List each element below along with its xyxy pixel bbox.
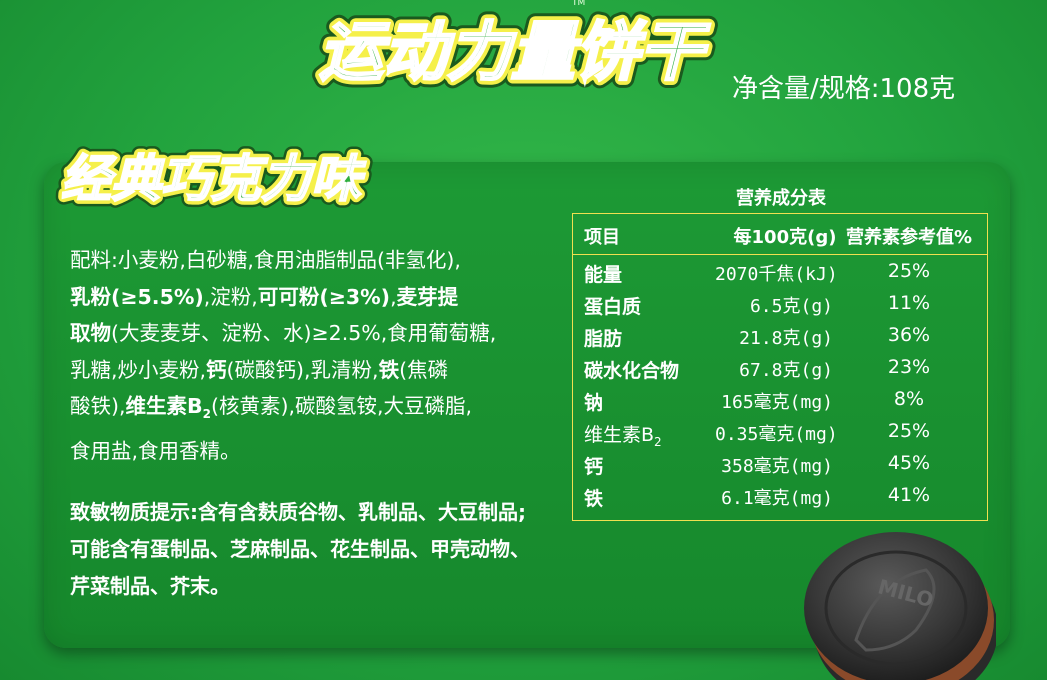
vitamin-subscript: 2	[202, 407, 212, 422]
ingredients-line: 酸铁),维生素B2(核黄素),碳酸氢铵,大豆磷脂,	[70, 388, 570, 433]
table-row: 碳水化合物 67.8克(g) 23%	[573, 352, 987, 384]
row-value: 6.5克(g)	[749, 296, 833, 317]
ingredients-line: 食用盐,食用香精。	[70, 438, 241, 463]
nutrition-table-title: 营养成分表	[736, 188, 826, 209]
allergen-line: 芹菜制品、芥末。	[70, 574, 230, 598]
nutrition-table: 项目 每100克(g) 营养素参考值% 能量 2070千焦(kJ) 25% 蛋白…	[572, 213, 988, 521]
net-content: 净含量/规格:108克	[732, 74, 956, 104]
row-value: 6.1毫克(mg)	[721, 488, 833, 509]
row-item: 维生素B2	[584, 420, 662, 449]
product-title-outline: 运动力量饼干	[319, 16, 711, 90]
row-item: 钙	[584, 456, 604, 478]
ingredients-line: 乳粉(≥5.5%),淀粉,可可粉(≥3%),麦芽提	[70, 279, 570, 316]
row-nrv: 23%	[887, 356, 931, 378]
table-row: 维生素B2 0.35毫克(mg) 25%	[573, 416, 987, 449]
product-title: 运动力量饼干 运动力量饼干 运动力量饼干	[311, 8, 719, 98]
row-nrv: 11%	[887, 292, 931, 314]
cookie-image: MILO	[804, 532, 996, 680]
ingredient-malt-cont: 取物	[70, 321, 111, 345]
row-item: 脂肪	[584, 328, 623, 350]
ingredient-text: 酸铁),	[70, 394, 126, 418]
row-value: 21.8克(g)	[739, 328, 833, 349]
ingredient-iron: 铁	[378, 357, 400, 382]
flavor-label-glow: 经典巧克力味	[61, 150, 366, 208]
row-value: 2070千焦(kJ)	[715, 264, 838, 285]
row-item: 铁	[584, 488, 604, 510]
row-value: 358毫克(mg)	[721, 456, 833, 477]
ingredients-list: 配料:小麦粉,白砂糖,食用油脂制品(非氢化), 乳粉(≥5.5%),淀粉,可可粉…	[70, 242, 570, 469]
table-row: 能量 2070千焦(kJ) 25%	[573, 256, 987, 288]
ingredient-malt: 麦芽提	[396, 284, 459, 309]
row-item: 碳水化合物	[584, 360, 680, 382]
ingredients-line: 配料:小麦粉,白砂糖,食用油脂制品(非氢化),	[70, 248, 461, 272]
cookie-emboss-ring	[824, 550, 968, 666]
table-row: 铁 6.1毫克(mg) 41%	[573, 480, 987, 512]
allergen-line: 可能含有蛋制品、芝麻制品、花生制品、甲壳动物、	[70, 537, 530, 561]
allergen-line: 致敏物质提示:含有含麸质谷物、乳制品、大豆制品;	[70, 500, 526, 524]
ingredient-cocoa: 可可粉(≥3%)	[257, 284, 391, 309]
ingredients-line: 取物(大麦麦芽、淀粉、水)≥2.5%,食用葡萄糖,	[70, 315, 570, 352]
flavor-label-outline: 经典巧克力味	[61, 150, 366, 208]
row-item: 能量	[584, 264, 623, 286]
vitamin-label: 维生素B	[125, 394, 203, 418]
row-nrv: 25%	[887, 420, 931, 442]
ingredient-vitamin-b2: 维生素B2	[125, 394, 212, 422]
table-row: 钙 358毫克(mg) 45%	[573, 448, 987, 480]
nutrition-table-header: 项目 每100克(g) 营养素参考值%	[573, 214, 987, 255]
table-row: 脂肪 21.8克(g) 36%	[573, 320, 987, 352]
ingredients-line: 乳糖,炒小麦粉,钙(碳酸钙),乳清粉,铁(焦磷	[70, 352, 570, 389]
row-value: 67.8克(g)	[739, 360, 833, 381]
ingredient-text: ,淀粉,	[203, 284, 258, 309]
product-title-glow: 运动力量饼干	[319, 16, 711, 90]
ingredient-text: ,	[390, 284, 397, 309]
flavor-label: 经典巧克力味 经典巧克力味 经典巧克力味	[54, 143, 373, 215]
row-nrv: 41%	[887, 484, 931, 506]
row-nrv: 36%	[887, 324, 931, 346]
ingredient-calcium: 钙	[206, 357, 227, 382]
trademark-mark: TM	[572, 0, 586, 8]
allergen-notice: 致敏物质提示:含有含麸质谷物、乳制品、大豆制品; 可能含有蛋制品、芝麻制品、花生…	[70, 494, 570, 605]
header-item: 项目	[584, 227, 620, 248]
flavor-label-fill: 经典巧克力味	[61, 150, 366, 208]
ingredient-milk-powder: 乳粉(≥5.5%)	[70, 284, 204, 309]
row-nrv: 8%	[893, 388, 925, 410]
row-nrv: 25%	[887, 260, 931, 282]
cookie-emboss-figure	[854, 568, 936, 652]
header-nrv: 营养素参考值%	[845, 227, 973, 248]
row-item: 蛋白质	[584, 296, 642, 318]
row-value: 165毫克(mg)	[721, 392, 833, 413]
ingredient-text: (核黄素),碳酸氢铵,大豆磷脂,	[211, 394, 473, 418]
row-item-label: 维生素B	[584, 424, 655, 446]
row-nrv: 45%	[887, 452, 931, 474]
table-row: 蛋白质 6.5克(g) 11%	[573, 288, 987, 320]
product-title-fill: 运动力量饼干	[319, 16, 711, 90]
ingredient-text: (大麦麦芽、淀粉、水)≥2.5%,食用葡萄糖,	[111, 321, 497, 345]
ingredient-text: (碳酸钙),乳清粉,	[226, 357, 379, 382]
row-item: 钠	[584, 392, 604, 414]
row-value: 0.35毫克(mg)	[715, 424, 838, 445]
row-item-subscript: 2	[654, 434, 662, 449]
header-per-100g: 每100克(g)	[733, 227, 837, 248]
cookie-top	[804, 532, 988, 680]
table-row: 钠 165毫克(mg) 8%	[573, 384, 987, 416]
ingredient-text: 乳糖,炒小麦粉,	[70, 357, 207, 382]
ingredient-text: (焦磷	[399, 357, 449, 382]
